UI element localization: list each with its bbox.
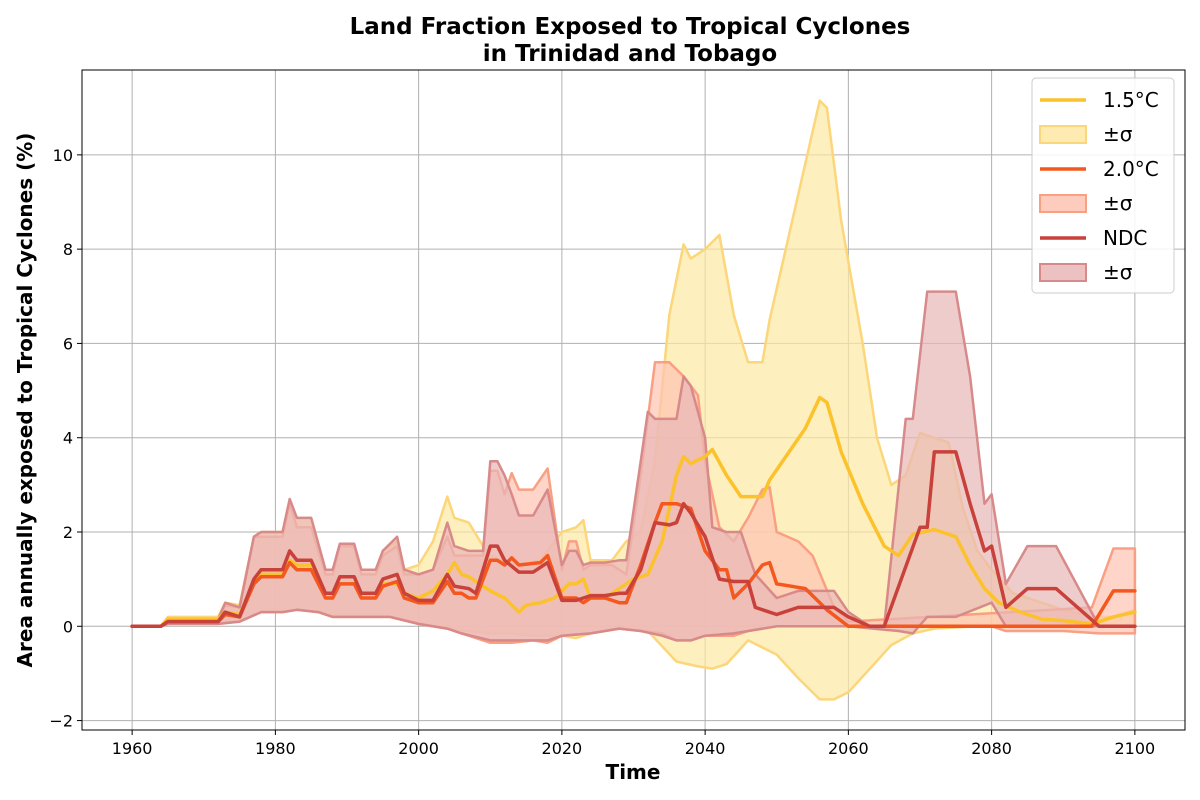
chart-title-line1: Land Fraction Exposed to Tropical Cyclon… (350, 14, 911, 40)
legend-label: 1.5°C (1103, 88, 1159, 112)
x-axis-label: Time (606, 760, 661, 784)
legend-band-label: ±σ (1103, 260, 1133, 284)
legend: 1.5°C ±σ 2.0°C ±σ NDC ±σ (1031, 77, 1175, 294)
y-tick-label: 10 (53, 146, 73, 165)
y-tick-label: 8 (63, 240, 73, 259)
x-tick-label: 1980 (255, 739, 296, 758)
legend-band-label: ±σ (1103, 191, 1133, 215)
legend-band-swatch (1039, 263, 1087, 282)
series-line-3 (130, 450, 1137, 629)
y-tick-label: 6 (63, 334, 73, 353)
bands (130, 99, 1137, 701)
y-axis-label: Area annually exposed to Tropical Cyclon… (13, 133, 37, 668)
series-lines (130, 395, 1137, 629)
legend-band-label: ±σ (1103, 122, 1133, 146)
legend-label: 2.0°C (1103, 157, 1159, 181)
x-tick-label: 2060 (828, 739, 869, 758)
legend-band-swatch (1039, 194, 1087, 213)
x-tick-label: 2100 (1115, 739, 1156, 758)
y-tick-label: −2 (49, 712, 73, 731)
x-tick-label: 2000 (398, 739, 439, 758)
plot-frame (81, 69, 1186, 731)
x-tick-label: 2020 (542, 739, 583, 758)
legend-band-swatch (1039, 125, 1087, 144)
ticks: 1960 1980 2000 2020 2040 2060 2080 2100 −2 0 2 4 6 8 1… (49, 146, 1155, 758)
x-tick-label: 2080 (971, 739, 1012, 758)
y-tick-label: 4 (63, 429, 73, 448)
y-tick-label: 2 (63, 523, 73, 542)
y-tick-label: 0 (63, 617, 73, 636)
x-tick-label: 1960 (112, 739, 153, 758)
chart-title-line2: in Trinidad and Tobago (483, 41, 777, 67)
legend-label: NDC (1103, 226, 1147, 250)
x-tick-label: 2040 (685, 739, 726, 758)
